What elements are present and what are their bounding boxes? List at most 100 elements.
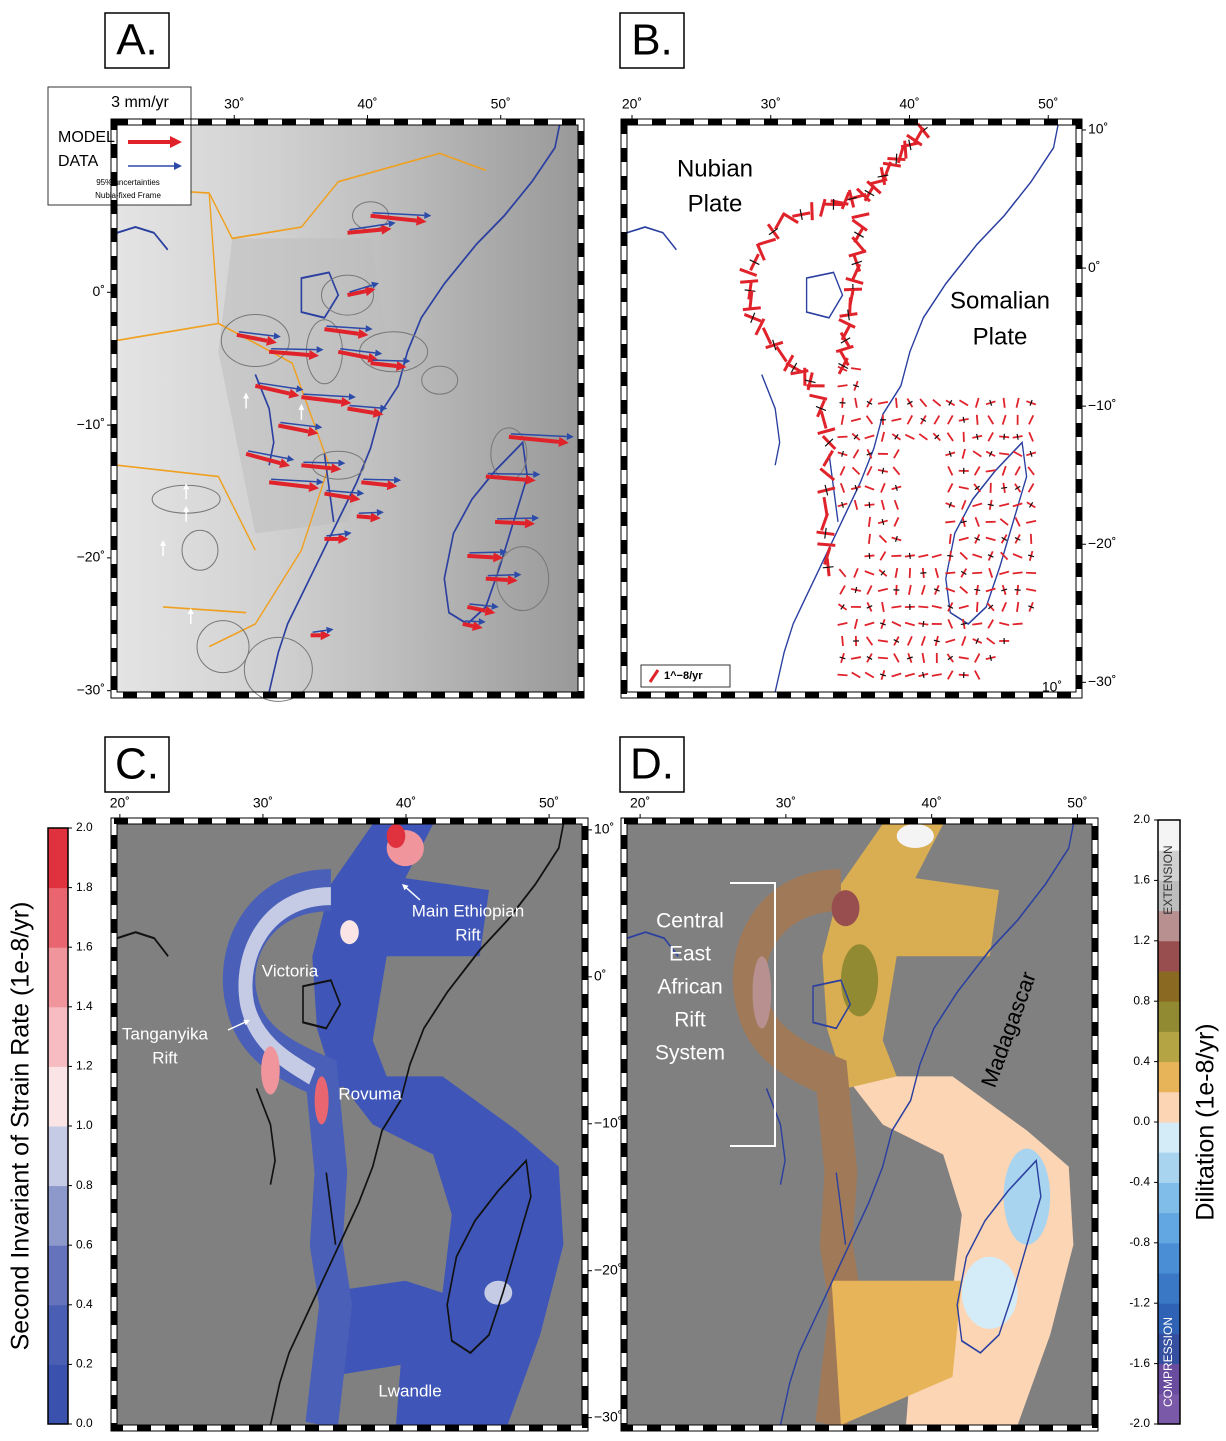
dilatation-patch bbox=[1004, 1149, 1051, 1245]
strain-high bbox=[261, 1046, 280, 1094]
colorbar-tick-label: -1.2 bbox=[1129, 1295, 1150, 1309]
colorbar-tick-label: 0.0 bbox=[76, 1416, 93, 1430]
vector-shaft bbox=[469, 552, 500, 553]
vector-shaft bbox=[359, 513, 377, 514]
strain-axis bbox=[878, 658, 888, 659]
lon-tick-label: 40˚ bbox=[357, 96, 377, 112]
vector-shaft bbox=[495, 522, 525, 524]
colorbar-tick-label: 1.4 bbox=[76, 999, 93, 1013]
colorbar-tick-label: -0.4 bbox=[1129, 1175, 1150, 1189]
strain-axis bbox=[918, 607, 928, 608]
vector-shaft bbox=[486, 579, 508, 580]
strain-axis bbox=[869, 517, 870, 527]
colorbar-tick-label: -0.8 bbox=[1129, 1235, 1150, 1249]
lat-tick-label: −30˚ bbox=[77, 681, 105, 697]
colorbar-tick-label: 0.4 bbox=[1133, 1054, 1150, 1068]
colorbar-segment bbox=[1158, 971, 1180, 1002]
strain-axis bbox=[817, 544, 835, 546]
colorbar-segment bbox=[1158, 1001, 1180, 1032]
lat-tick-label: −30˚ bbox=[594, 1408, 622, 1424]
colorbar-tick-label: 0.4 bbox=[76, 1297, 93, 1311]
strain-axis bbox=[977, 602, 978, 612]
map-annotation: Nubian bbox=[677, 155, 753, 182]
lat-tick-label: 10˚ bbox=[1088, 121, 1108, 137]
map-annotation: Main Ethiopian bbox=[412, 901, 524, 920]
colorbar-segment bbox=[1158, 1182, 1180, 1213]
colorbar-tick-label: -2.0 bbox=[1129, 1416, 1150, 1430]
lon-tick-label: 20˚ bbox=[110, 795, 130, 811]
colorbar-segment bbox=[1158, 1213, 1180, 1244]
strain-axis bbox=[740, 281, 758, 283]
dilatation-patch bbox=[841, 944, 878, 1016]
strain-axis bbox=[896, 398, 897, 408]
lat-tick-label: −30˚ bbox=[1088, 673, 1116, 689]
colorbar-segment bbox=[48, 1007, 68, 1067]
vector-shaft bbox=[271, 349, 317, 350]
colorbar-tick-label: 1.2 bbox=[76, 1059, 93, 1073]
lon-tick-label: 30˚ bbox=[224, 96, 244, 112]
dilatation-patch bbox=[897, 824, 934, 848]
legend-model: MODEL bbox=[58, 129, 115, 146]
colorbar-tick-label: 0.6 bbox=[76, 1237, 93, 1251]
lon-tick-label: 30˚ bbox=[776, 795, 796, 811]
strain-axis bbox=[920, 573, 926, 574]
colorbar-segment bbox=[1158, 1122, 1180, 1153]
colorbar-segment bbox=[48, 888, 68, 948]
colorbar-tick-label: 0.8 bbox=[1133, 993, 1150, 1007]
lat-tick-label: −10˚ bbox=[594, 1114, 622, 1130]
map-annotation: East bbox=[669, 943, 711, 966]
colorbar-segment bbox=[48, 1364, 68, 1424]
panel-label: B. bbox=[631, 16, 673, 65]
colorbar-tick-label: 1.6 bbox=[76, 939, 93, 953]
vector-shaft bbox=[373, 360, 404, 361]
panel-label: D. bbox=[630, 740, 674, 789]
map-annotation: Rovuma bbox=[338, 1084, 402, 1103]
colorbar-end-label: EXTENSION bbox=[1161, 845, 1175, 914]
colorbar-tick-label: 2.0 bbox=[1133, 812, 1150, 826]
lat-tick-label: −20˚ bbox=[77, 549, 105, 565]
figure: 3 mm/yrMODELDATA95% uncertaintiesNubia-f… bbox=[0, 0, 1226, 1436]
map-annotation: 10˚ bbox=[1042, 679, 1062, 695]
lon-tick-label: 30˚ bbox=[761, 96, 781, 112]
vector-shaft bbox=[465, 621, 479, 622]
strain-axis bbox=[945, 521, 955, 522]
lat-tick-label: −10˚ bbox=[77, 416, 105, 432]
lon-tick-label: 40˚ bbox=[922, 795, 942, 811]
colorbar-title: Second Invariant of Strain Rate (1e-8/yr… bbox=[7, 902, 35, 1351]
lat-tick-label: 0˚ bbox=[594, 968, 606, 984]
lat-tick-label: 0˚ bbox=[1088, 259, 1100, 275]
strain-axis bbox=[1013, 572, 1023, 573]
colorbar-tick-label: 1.0 bbox=[76, 1118, 93, 1132]
map-annotation: System bbox=[655, 1042, 725, 1065]
strain-high bbox=[484, 1281, 512, 1305]
lat-tick-label: 0˚ bbox=[93, 283, 105, 299]
colorbar-segment bbox=[1158, 941, 1180, 972]
colorbar-tick-label: 0.8 bbox=[76, 1178, 93, 1192]
scale-label: 1^−8/yr bbox=[664, 670, 703, 682]
colorbar-tick-label: 0.0 bbox=[1133, 1114, 1150, 1128]
strain-axis bbox=[977, 415, 978, 425]
lon-tick-label: 40˚ bbox=[396, 795, 416, 811]
map-annotation: Lwandle bbox=[378, 1381, 441, 1400]
colorbar-segment bbox=[1158, 1243, 1180, 1274]
strain-axis bbox=[950, 534, 951, 544]
lat-tick-label: 10˚ bbox=[594, 821, 614, 837]
strain-axis bbox=[923, 621, 924, 627]
map-annotation: Rift bbox=[455, 925, 481, 944]
colorbar-tick-label: 1.8 bbox=[76, 880, 93, 894]
strain-axis bbox=[743, 308, 761, 310]
strain-high bbox=[340, 920, 359, 944]
map-annotation: Rift bbox=[152, 1048, 178, 1067]
colorbar-segment bbox=[48, 1245, 68, 1305]
strain-axis bbox=[838, 675, 848, 676]
lat-tick-label: −20˚ bbox=[594, 1261, 622, 1277]
colorbar-tick-label: -1.6 bbox=[1129, 1356, 1150, 1370]
colorbar-tick-label: 0.2 bbox=[76, 1357, 93, 1371]
map-annotation: Tanganyika bbox=[122, 1024, 209, 1043]
colorbar-end-label: COMPRESSION bbox=[1161, 1317, 1175, 1407]
lon-tick-label: 20˚ bbox=[630, 795, 650, 811]
strain-axis bbox=[850, 297, 851, 315]
colorbar-segment bbox=[1158, 1092, 1180, 1123]
map-annotation: Rift bbox=[674, 1009, 706, 1032]
colorbar-segment bbox=[48, 1066, 68, 1126]
